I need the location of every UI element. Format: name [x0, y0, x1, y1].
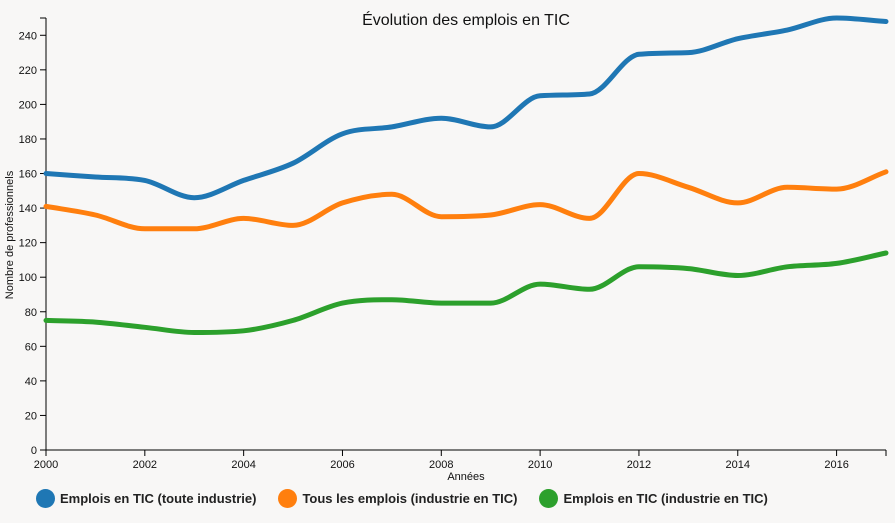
x-tick-label: 2012	[627, 459, 651, 471]
legend-label: Emplois en TIC (toute industrie)	[60, 491, 257, 506]
y-tick-label: 240	[19, 30, 37, 42]
x-axis: 2000 2002 2004 2006 2008 2010 2012 2014 2016	[34, 449, 887, 471]
y-tick-label: 60	[25, 341, 37, 353]
x-tick-label: 2014	[726, 459, 750, 471]
y-tick-label: 100	[19, 272, 37, 284]
x-axis-label: Années	[447, 471, 485, 483]
x-tick-label: 2002	[133, 459, 157, 471]
x-tick-label: 2000	[34, 459, 58, 471]
y-tick-label: 140	[19, 203, 37, 215]
x-tick-label: 2006	[330, 459, 354, 471]
y-tick-label: 160	[19, 169, 37, 181]
y-tick-label: 80	[25, 307, 37, 319]
legend-label: Tous les emplois (industrie en TIC)	[302, 491, 518, 506]
legend-item-1[interactable]: Emplois en TIC (toute industrie)	[36, 489, 256, 508]
legend-swatch	[539, 489, 559, 508]
chart-title: Évolution des emplois en TIC	[362, 10, 570, 29]
y-tick-label: 200	[19, 99, 37, 111]
y-axis: 0 20 40 60 80 100 120 140 160 180 200 220 240	[19, 17, 47, 457]
y-tick-label: 20	[25, 410, 37, 422]
x-tick-label: 2008	[429, 459, 453, 471]
legend-item-3[interactable]: Emplois en TIC (industrie en TIC)	[539, 489, 768, 508]
y-tick-label: 0	[31, 445, 37, 457]
x-tick-label: 2010	[528, 459, 552, 471]
x-tick-label: 2004	[231, 459, 255, 471]
x-tick-label: 2016	[824, 459, 848, 471]
series-line-1	[43, 15, 889, 201]
y-tick-label: 120	[19, 238, 37, 250]
series-line-3	[43, 250, 889, 335]
legend: Emplois en TIC (toute industrie) Tous les…	[36, 489, 768, 508]
series-line-2	[43, 169, 889, 232]
legend-label: Emplois en TIC (industrie en TIC)	[563, 491, 768, 506]
legend-swatch	[278, 489, 298, 508]
series-lines	[43, 15, 889, 335]
y-tick-label: 40	[25, 376, 37, 388]
legend-item-2[interactable]: Tous les emplois (industrie en TIC)	[278, 489, 517, 508]
legend-swatch	[36, 489, 55, 508]
y-axis-label: Nombre de professionnels	[4, 170, 16, 299]
y-tick-label: 220	[19, 65, 37, 77]
y-tick-label: 180	[19, 134, 37, 146]
